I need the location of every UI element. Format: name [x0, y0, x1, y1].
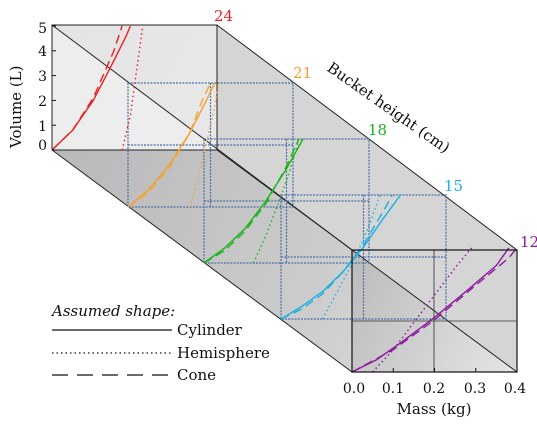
legend-label-hemisphere: Hemisphere [177, 344, 270, 362]
height-label-18: 18 [368, 121, 387, 139]
legend-label-cone: Cone [177, 366, 216, 384]
height-label-24: 24 [214, 7, 233, 25]
series-line-18-hemisphere [252, 138, 300, 264]
y-tick-label: 2 [38, 94, 47, 110]
x-tick-label: 0.0 [343, 381, 365, 397]
legend: Assumed shape: Cylinder Hemisphere Cone [50, 302, 270, 384]
prism-right-face [217, 25, 517, 372]
grid-layer [127, 82, 447, 320]
x-tick-label: 0.3 [464, 381, 486, 397]
height-label-21: 21 [293, 64, 312, 82]
series-line-12-cylinder [351, 247, 510, 373]
y-tick-label: 3 [38, 69, 47, 85]
series-line-12-hemisphere [372, 247, 473, 373]
prism-edges [51, 24, 518, 373]
prism-left-face [52, 25, 352, 372]
y-tick-label: 4 [38, 44, 47, 60]
tick-layer [52, 25, 518, 372]
series-line-24-hemisphere [121, 25, 144, 151]
curve-layer [51, 25, 518, 373]
series-line-21-cone [127, 82, 212, 208]
y-tick-label: 1 [38, 119, 47, 135]
y-axis-label: Volume (L) [7, 66, 25, 149]
series-line-24-cone [51, 25, 123, 151]
x-tick-label: 0.2 [423, 381, 445, 397]
series-line-24-cylinder [51, 25, 132, 151]
legend-label-cylinder: Cylinder [177, 321, 243, 339]
series-line-18-cone [203, 138, 300, 264]
series-line-15-hemisphere [321, 194, 381, 320]
series-line-18-cylinder [203, 138, 304, 264]
x-tick-label: 0.1 [382, 381, 404, 397]
x-tick-labels: 0.0 0.1 0.2 0.3 0.4 [343, 381, 526, 397]
height-label-12: 12 [520, 233, 537, 251]
series-line-12-cone [351, 247, 518, 373]
y-tick-label: 5 [38, 21, 47, 37]
height-label-15: 15 [444, 177, 463, 195]
back-frame [51, 24, 218, 151]
series-line-15-cone [280, 194, 394, 320]
y-tick-labels: 0 1 2 3 4 5 [38, 21, 47, 154]
x-axis-label: Mass (kg) [397, 400, 472, 418]
x-tick-label: 0.4 [504, 381, 526, 397]
legend-title: Assumed shape: [50, 302, 175, 320]
y-tick-label: 0 [38, 138, 47, 154]
